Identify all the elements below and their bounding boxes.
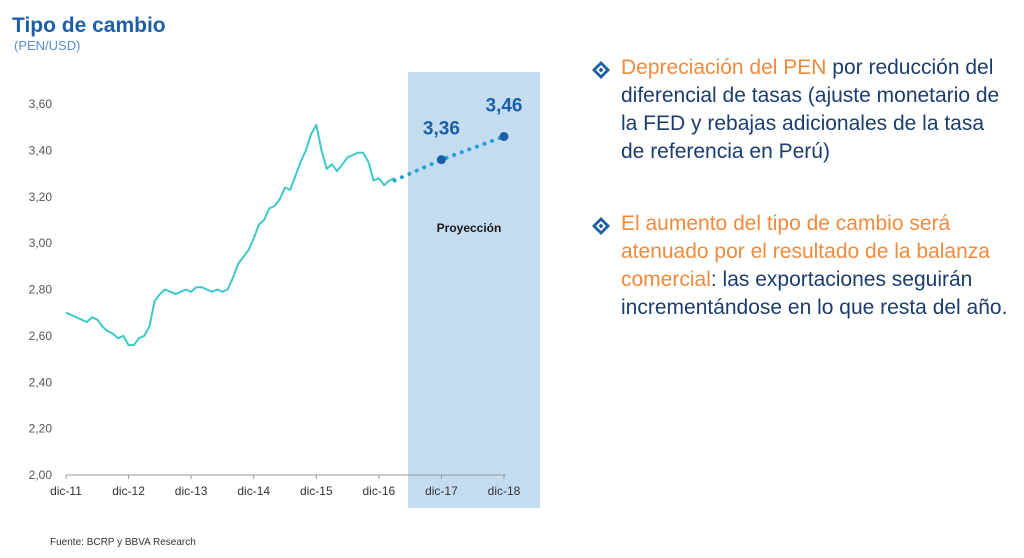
annotation-layer: 3,36 3,46 (423, 95, 523, 165)
y-tick-label: 2,60 (29, 329, 53, 343)
bullet-item: El aumento del tipo de cambio será atenu… (590, 210, 1020, 322)
x-tick-label: dic-14 (237, 484, 270, 498)
series-layer (65, 123, 506, 347)
y-tick-label: 3,00 (29, 236, 53, 250)
chart-title: Tipo de cambio (12, 14, 166, 37)
exchange-rate-chart: Proyección 2,00 2,20 2,40 2,60 2,80 3,00 3,20 3… (29, 72, 540, 508)
diamond-bullet-icon (592, 217, 610, 235)
bullet-highlight: Depreciación del PEN (621, 56, 827, 79)
y-tick-label: 2,40 (29, 375, 53, 389)
y-tick-label: 3,60 (29, 97, 53, 111)
y-tick-label: 3,20 (29, 190, 53, 204)
projection-point (499, 131, 509, 141)
y-tick-label: 3,40 (29, 143, 53, 157)
x-tick-label: dic-17 (425, 484, 458, 498)
projection-value-label: 3,36 (423, 119, 460, 140)
y-axis: 2,00 2,20 2,40 2,60 2,80 3,00 3,20 3,40 3,60 (29, 97, 53, 482)
x-axis: dic-11 dic-12 dic-13 dic-14 dic-15 dic-16 dic-… (50, 474, 521, 498)
y-tick-label: 2,20 (29, 422, 53, 436)
x-tick-label: dic-12 (112, 484, 145, 498)
x-tick-label: dic-16 (363, 484, 396, 498)
bullet-item: Depreciación del PEN por reducción del d… (590, 54, 1020, 166)
bullet-rest: por reducción del diferencial de tasas (… (621, 56, 1000, 163)
commentary: Depreciación del PEN por reducción del d… (590, 54, 1020, 366)
bullet-text: El aumento del tipo de cambio será atenu… (621, 210, 1011, 322)
y-tick-label: 2,00 (29, 468, 53, 482)
history-series-line (65, 123, 395, 347)
x-tick-label: dic-13 (175, 484, 208, 498)
bullet-highlight: El aumento del tipo de cambio será atenu… (621, 212, 990, 291)
projection-label: Proyección (437, 221, 502, 235)
y-tick-label: 2,80 (29, 283, 53, 297)
projection-point (436, 155, 446, 165)
x-tick-label: dic-18 (488, 484, 521, 498)
x-tick-label: dic-15 (300, 484, 333, 498)
projection-band (408, 72, 540, 508)
x-tick-label: dic-11 (50, 484, 82, 498)
source-note: Fuente: BCRP y BBVA Research (50, 537, 196, 548)
projection-value-label: 3,46 (486, 95, 523, 116)
projection-series-line (392, 134, 506, 183)
bullet-text: Depreciación del PEN por reducción del d… (621, 54, 1011, 166)
chart-subtitle: (PEN/USD) (14, 38, 81, 53)
bullet-rest: : las exportaciones seguirán incrementán… (621, 268, 1008, 319)
diamond-bullet-icon (592, 61, 610, 79)
